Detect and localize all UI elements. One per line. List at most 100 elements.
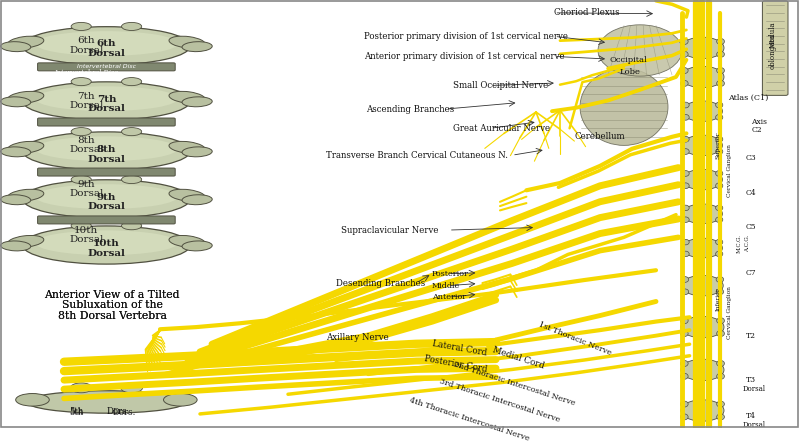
Ellipse shape xyxy=(716,115,723,120)
Text: Ascending Branches: Ascending Branches xyxy=(366,104,454,114)
Ellipse shape xyxy=(681,359,724,381)
Text: Desending Branches: Desending Branches xyxy=(336,278,426,288)
Ellipse shape xyxy=(182,42,212,52)
Ellipse shape xyxy=(681,289,689,295)
Ellipse shape xyxy=(717,361,725,366)
Text: T4: T4 xyxy=(746,412,755,420)
Ellipse shape xyxy=(717,39,725,44)
Ellipse shape xyxy=(717,318,725,324)
Text: Transverse Branch Cervical Cutaneous N.: Transverse Branch Cervical Cutaneous N. xyxy=(326,151,509,160)
Ellipse shape xyxy=(717,330,725,337)
Text: Anterior View of a Tilted: Anterior View of a Tilted xyxy=(44,290,180,300)
Ellipse shape xyxy=(716,217,723,222)
Ellipse shape xyxy=(169,189,205,201)
FancyBboxPatch shape xyxy=(38,216,175,224)
FancyBboxPatch shape xyxy=(762,1,788,95)
Ellipse shape xyxy=(716,136,723,142)
Text: Axillary Nerve: Axillary Nerve xyxy=(326,333,389,342)
Ellipse shape xyxy=(717,414,725,420)
Ellipse shape xyxy=(1,147,30,157)
Text: Cerebellum: Cerebellum xyxy=(574,132,625,141)
Ellipse shape xyxy=(680,401,688,407)
Ellipse shape xyxy=(71,127,91,136)
Ellipse shape xyxy=(22,82,190,120)
Text: Dorsal: Dorsal xyxy=(742,385,766,393)
Text: Cervical Ganglion: Cervical Ganglion xyxy=(727,145,732,198)
Ellipse shape xyxy=(716,102,723,108)
Ellipse shape xyxy=(71,22,91,31)
Text: Small Occipital Nerve: Small Occipital Nerve xyxy=(453,81,548,90)
Text: Atlas (C1): Atlas (C1) xyxy=(728,94,768,102)
Ellipse shape xyxy=(716,183,723,189)
Text: Dorsal: Dorsal xyxy=(87,202,126,211)
Text: 10th: 10th xyxy=(74,226,98,234)
Text: Dorsal: Dorsal xyxy=(87,49,126,58)
Ellipse shape xyxy=(163,393,197,406)
Text: Lateral Cord: Lateral Cord xyxy=(432,339,488,358)
FancyBboxPatch shape xyxy=(38,118,175,126)
Text: Posterior Cord: Posterior Cord xyxy=(424,354,488,374)
Ellipse shape xyxy=(717,67,725,74)
Ellipse shape xyxy=(716,170,723,176)
Ellipse shape xyxy=(682,217,690,222)
Text: 8th Dorsal Vertebra: 8th Dorsal Vertebra xyxy=(58,310,166,321)
Ellipse shape xyxy=(16,393,50,406)
Ellipse shape xyxy=(1,97,30,107)
Ellipse shape xyxy=(35,184,178,209)
Ellipse shape xyxy=(26,391,186,413)
Text: 9th: 9th xyxy=(78,180,95,189)
Text: 6th: 6th xyxy=(78,36,95,45)
Ellipse shape xyxy=(122,127,142,136)
Ellipse shape xyxy=(169,141,205,153)
Text: oblongata: oblongata xyxy=(769,34,777,69)
Text: Dorsal: Dorsal xyxy=(70,46,103,55)
Text: Dorsal: Dorsal xyxy=(70,235,103,244)
Ellipse shape xyxy=(122,78,142,86)
Ellipse shape xyxy=(716,239,723,245)
Text: T2: T2 xyxy=(746,332,755,340)
Ellipse shape xyxy=(717,401,725,407)
Text: Anterior primary division of 1st cervical nerve: Anterior primary division of 1st cervica… xyxy=(364,52,565,61)
Ellipse shape xyxy=(682,170,690,176)
Text: Cervical Ganglion: Cervical Ganglion xyxy=(727,285,732,339)
Ellipse shape xyxy=(717,52,725,57)
Ellipse shape xyxy=(716,205,723,210)
Ellipse shape xyxy=(182,195,212,205)
Ellipse shape xyxy=(682,101,722,122)
Ellipse shape xyxy=(717,373,725,379)
Ellipse shape xyxy=(8,91,44,103)
Ellipse shape xyxy=(8,189,44,201)
Ellipse shape xyxy=(681,400,724,421)
Ellipse shape xyxy=(122,175,142,183)
Ellipse shape xyxy=(682,135,722,156)
Text: Choriod Plexus: Choriod Plexus xyxy=(554,8,620,17)
Text: C7: C7 xyxy=(746,269,756,277)
Ellipse shape xyxy=(680,414,688,420)
Text: Posterior: Posterior xyxy=(432,270,469,278)
Ellipse shape xyxy=(35,86,178,111)
Ellipse shape xyxy=(682,169,722,190)
Ellipse shape xyxy=(682,275,723,296)
Text: 2nd Thoracic Intercostal Nerve: 2nd Thoracic Intercostal Nerve xyxy=(452,361,576,408)
FancyBboxPatch shape xyxy=(38,168,175,176)
Ellipse shape xyxy=(716,251,723,257)
Text: Axis: Axis xyxy=(751,118,767,126)
Ellipse shape xyxy=(682,115,690,120)
Ellipse shape xyxy=(680,52,688,57)
Ellipse shape xyxy=(680,80,688,87)
Ellipse shape xyxy=(682,205,690,210)
Ellipse shape xyxy=(680,318,688,324)
Text: Supraclavicular Nerve: Supraclavicular Nerve xyxy=(341,226,438,234)
Text: Intervertebral Disc: Intervertebral Disc xyxy=(77,64,136,69)
Ellipse shape xyxy=(681,37,724,59)
Text: Dors.: Dors. xyxy=(112,408,136,417)
Text: 7th: 7th xyxy=(97,95,116,103)
Ellipse shape xyxy=(169,235,205,247)
Text: Superior: Superior xyxy=(716,132,721,159)
Ellipse shape xyxy=(71,175,91,183)
Text: 5th: 5th xyxy=(69,407,83,416)
Text: 4th Thoracic Intercostal Nerve: 4th Thoracic Intercostal Nerve xyxy=(408,396,530,442)
Text: Dorsal: Dorsal xyxy=(87,249,126,258)
Text: 6th: 6th xyxy=(97,40,116,48)
Text: Posterior primary division of 1st cervical nerve: Posterior primary division of 1st cervic… xyxy=(364,32,568,41)
